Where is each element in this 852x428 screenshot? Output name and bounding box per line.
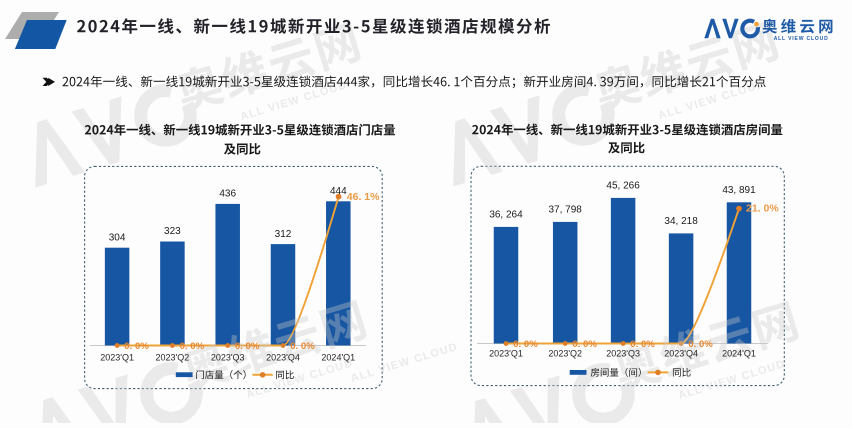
svg-text:43, 891: 43, 891: [722, 185, 756, 196]
svg-text:2023'Q2: 2023'Q2: [548, 349, 582, 359]
svg-text:46. 1%: 46. 1%: [347, 191, 380, 203]
svg-text:2023'Q1: 2023'Q1: [489, 349, 523, 359]
svg-text:0. 0%: 0. 0%: [290, 341, 315, 352]
svg-text:36, 264: 36, 264: [489, 210, 523, 221]
svg-text:312: 312: [275, 229, 292, 240]
svg-text:37, 798: 37, 798: [549, 205, 583, 216]
svg-text:2024'Q1: 2024'Q1: [321, 353, 355, 363]
svg-text:0. 0%: 0. 0%: [513, 339, 538, 350]
svg-text:0. 0%: 0. 0%: [124, 341, 149, 352]
svg-text:21. 0%: 21. 0%: [746, 203, 779, 215]
svg-text:ALL VIEW CLOUD: ALL VIEW CLOUD: [774, 36, 829, 42]
svg-text:2023'Q4: 2023'Q4: [266, 353, 300, 363]
svg-text:0. 0%: 0. 0%: [572, 339, 597, 350]
svg-text:304: 304: [109, 232, 126, 243]
svg-text:2024'Q1: 2024'Q1: [722, 349, 756, 359]
svg-text:2023'Q2: 2023'Q2: [156, 353, 190, 363]
svg-text:2023'Q3: 2023'Q3: [606, 349, 640, 359]
svg-text:2023'Q3: 2023'Q3: [211, 353, 245, 363]
svg-text:2023'Q1: 2023'Q1: [100, 353, 134, 363]
svg-text:0. 0%: 0. 0%: [180, 341, 205, 352]
svg-text:45, 266: 45, 266: [606, 181, 640, 192]
svg-text:323: 323: [164, 226, 181, 237]
svg-text:0. 0%: 0. 0%: [235, 341, 260, 352]
svg-text:2023'Q4: 2023'Q4: [664, 349, 698, 359]
svg-text:0. 0%: 0. 0%: [630, 339, 655, 350]
svg-text:444: 444: [330, 186, 347, 197]
svg-text:0. 0%: 0. 0%: [688, 339, 713, 350]
svg-text:ALL VIEW CLOUD: ALL VIEW CLOUD: [349, 341, 459, 385]
svg-text:436: 436: [219, 189, 236, 200]
svg-text:34, 218: 34, 218: [664, 216, 698, 227]
